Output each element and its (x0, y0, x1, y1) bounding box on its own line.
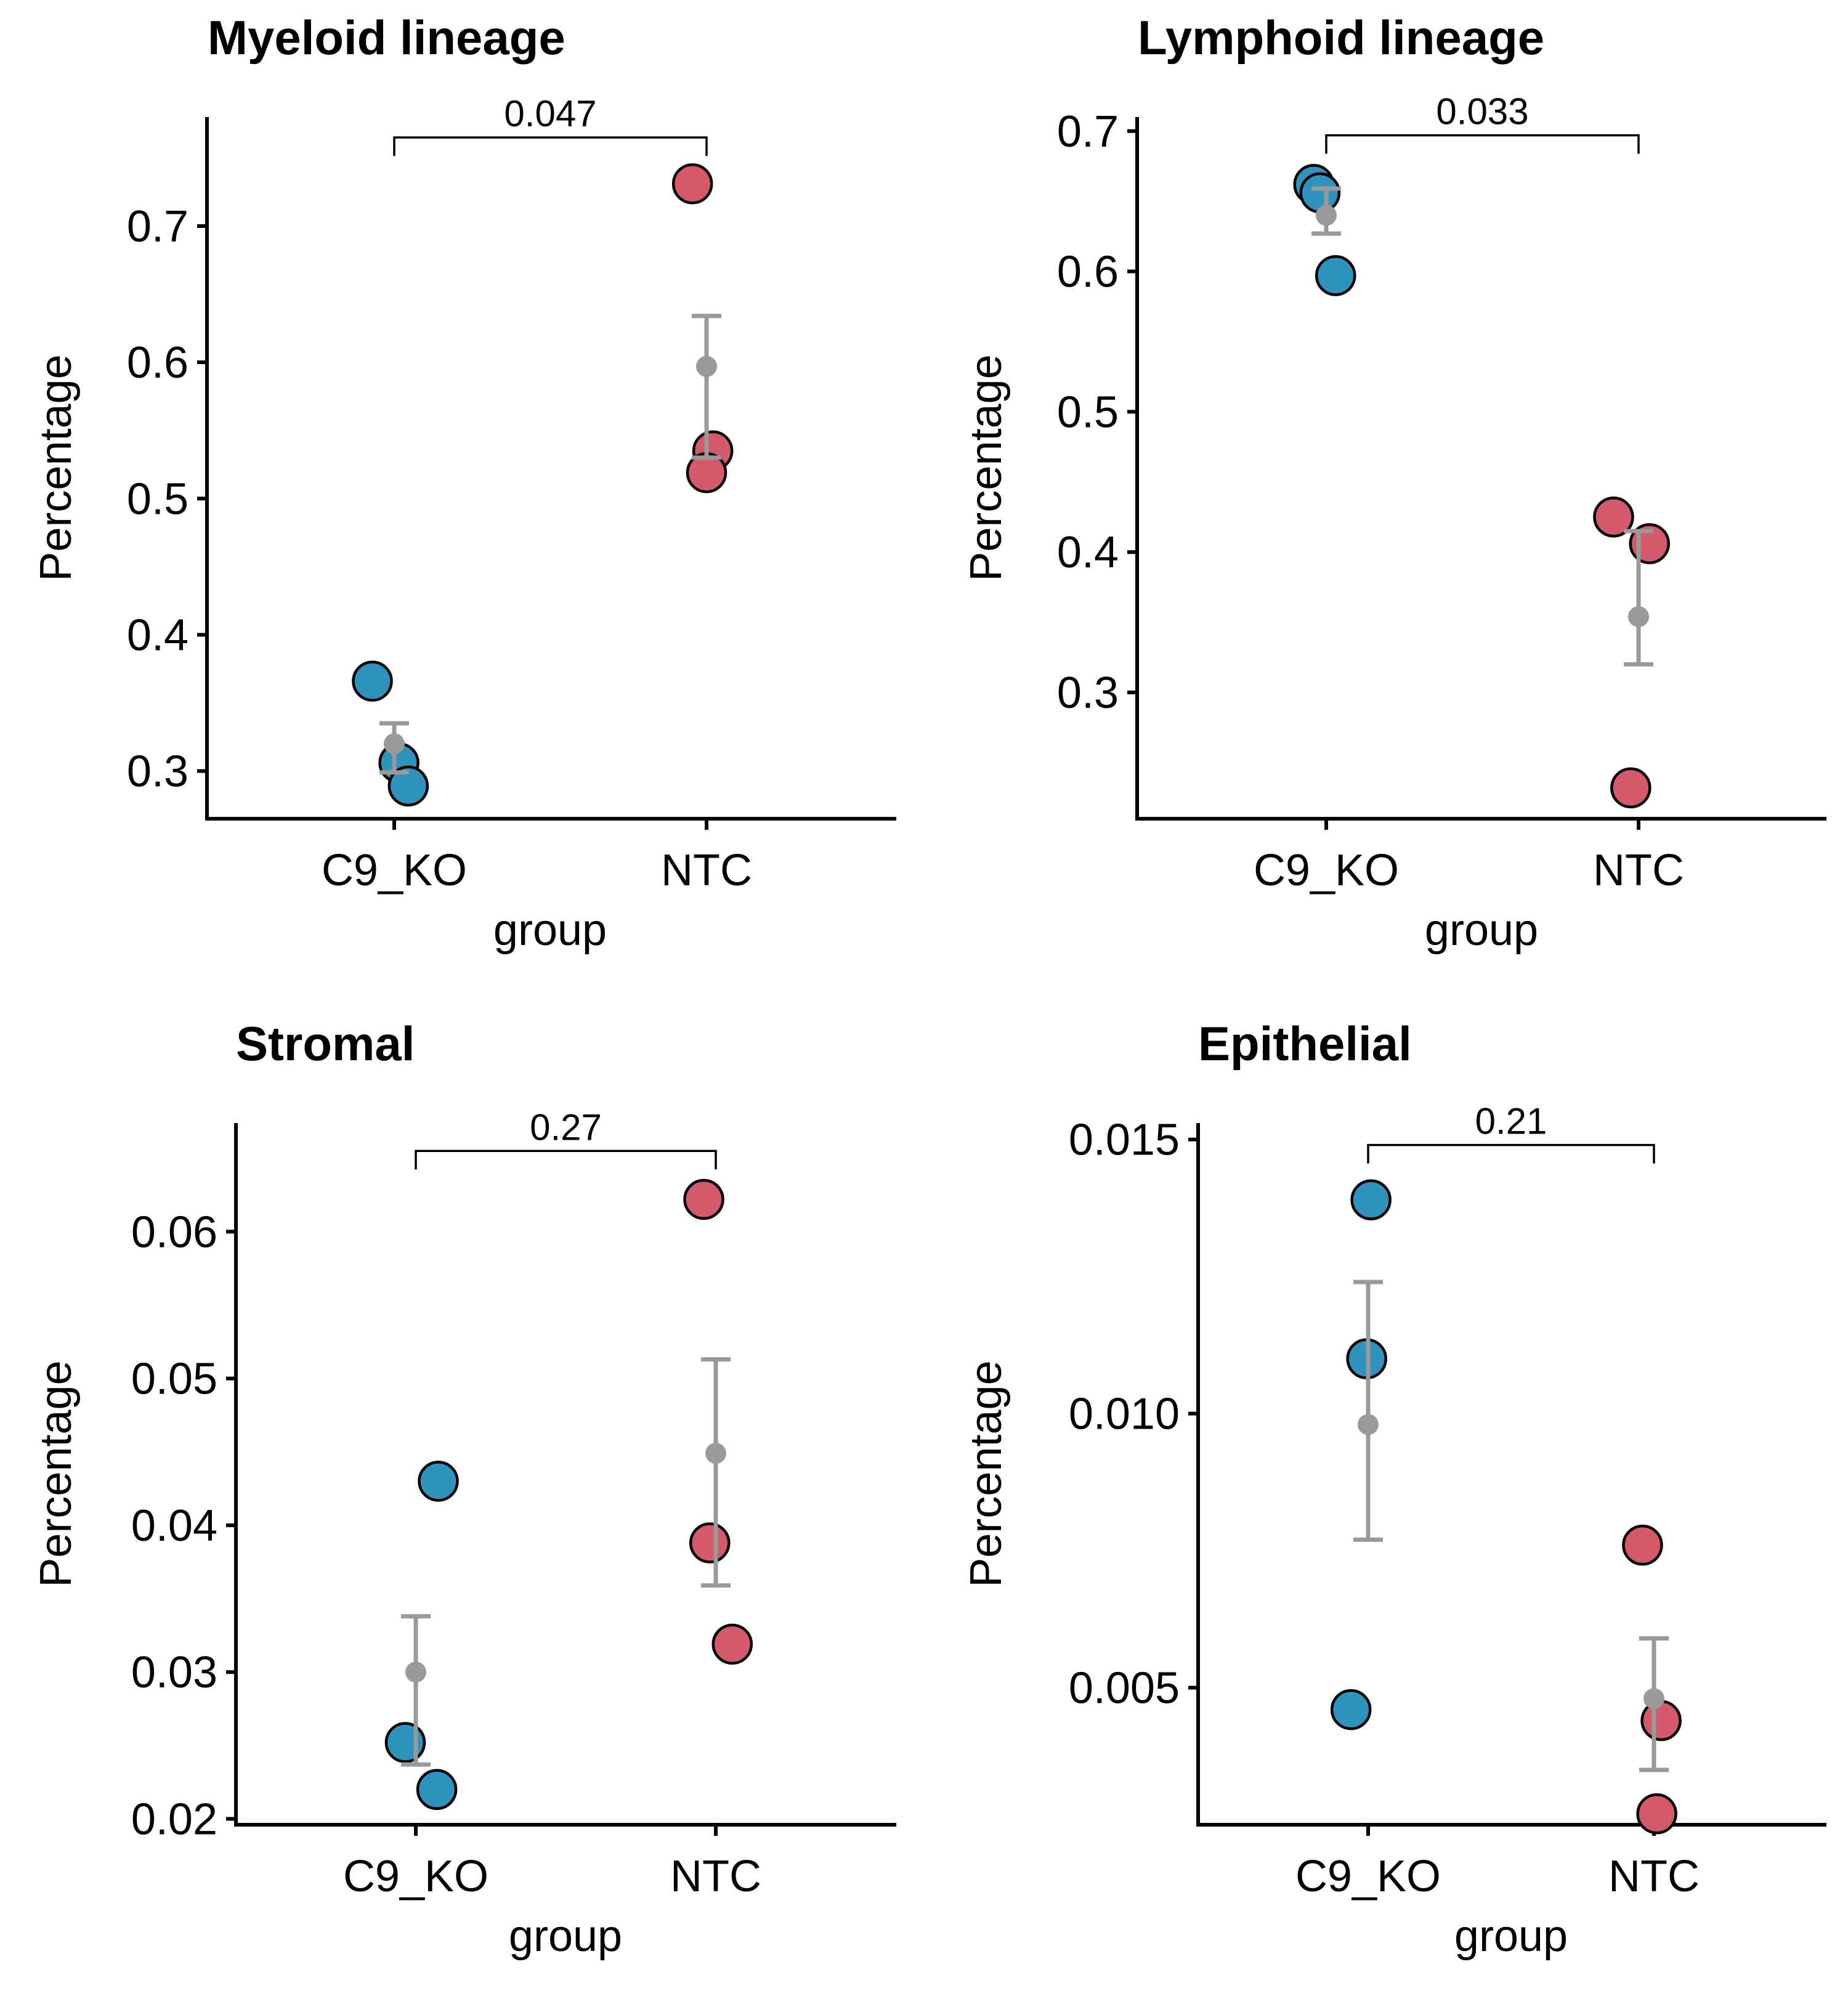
data-point-ntc (1610, 767, 1651, 809)
y-axis-title: Percentage (31, 1360, 81, 1587)
panel-lymphoid-lineage: Lymphoid lineage Percentage group 0.3 0.4… (962, 10, 1826, 955)
data-point-c9-ko (387, 765, 429, 807)
mean-point (1316, 205, 1337, 226)
y-tick-label: 0.03 (131, 1648, 217, 1697)
mean-point (405, 1661, 426, 1683)
x-tick-label: C9_KO (1254, 846, 1399, 895)
x-axis-title: group (1425, 906, 1538, 955)
y-tick-label: 0.5 (1057, 387, 1119, 437)
significance-bracket (1367, 1143, 1655, 1164)
y-tick-label: 0.015 (1069, 1116, 1180, 1165)
x-axis-title: group (1454, 1912, 1568, 1961)
x-axis-title: group (493, 906, 607, 955)
data-point-ntc (671, 163, 713, 205)
data-point-ntc (1636, 1793, 1677, 1835)
panel-title: Stromal (236, 1016, 415, 1071)
panel-title: Myeloid lineage (208, 10, 565, 65)
significance-bracket (1325, 134, 1640, 154)
panel-title: Epithelial (1198, 1016, 1412, 1071)
x-axis-title: group (509, 1912, 622, 1961)
data-point-c9-ko (384, 1722, 426, 1763)
mean-point (1628, 606, 1649, 627)
mean-point (384, 733, 405, 755)
x-tick-label: NTC (670, 1852, 761, 1901)
data-point-ntc (711, 1623, 753, 1665)
y-tick-label: 0.6 (1057, 248, 1119, 297)
data-point-ntc (689, 1522, 731, 1564)
panel-title: Lymphoid lineage (1138, 10, 1544, 65)
y-tick-label: 0.3 (127, 747, 188, 797)
p-value-label: 0.27 (530, 1106, 602, 1148)
data-point-ntc (683, 1179, 724, 1220)
p-value-label: 0.047 (504, 93, 596, 134)
y-tick-label: 0.06 (131, 1207, 217, 1257)
data-point-c9-ko (416, 1769, 458, 1811)
mean-point (1643, 1688, 1664, 1710)
data-point-c9-ko (1330, 1689, 1372, 1730)
y-tick-label: 0.04 (131, 1501, 217, 1551)
y-axis-title: Percentage (962, 1360, 1011, 1587)
p-value-label: 0.033 (1436, 91, 1528, 132)
x-tick-label: C9_KO (322, 846, 467, 895)
data-point-c9-ko (1299, 172, 1341, 214)
significance-bracket (393, 136, 708, 156)
mean-point (696, 355, 717, 377)
data-point-c9-ko (1350, 1179, 1392, 1220)
data-point-c9-ko (418, 1461, 459, 1502)
y-tick-label: 0.02 (131, 1795, 217, 1844)
mean-point (705, 1443, 726, 1464)
panel-epithelial: Epithelial Percentage group 0.005 0.010 0.… (962, 1016, 1826, 1961)
y-tick-label: 0.4 (1057, 528, 1119, 577)
y-axis-title: Percentage (962, 354, 1011, 581)
y-tick-label: 0.6 (127, 338, 188, 387)
x-tick-label: C9_KO (343, 1852, 488, 1901)
data-point-ntc (1622, 1524, 1663, 1566)
p-value-label: 0.21 (1475, 1101, 1547, 1142)
data-point-ntc (1640, 1700, 1682, 1742)
y-tick-label: 0.05 (131, 1355, 217, 1404)
data-point-c9-ko (1315, 255, 1356, 296)
y-axis-title: Percentage (31, 354, 81, 581)
x-tick-label: NTC (1608, 1852, 1700, 1901)
y-tick-label: 0.4 (127, 611, 188, 660)
y-tick-label: 0.7 (127, 202, 188, 251)
mean-point (1358, 1414, 1379, 1435)
x-tick-label: NTC (1593, 846, 1684, 895)
x-tick-label: NTC (661, 846, 752, 895)
y-tick-label: 0.3 (1057, 668, 1119, 718)
x-tick-label: C9_KO (1295, 1852, 1441, 1901)
data-point-ntc (1593, 496, 1634, 538)
y-tick-label: 0.7 (1057, 107, 1119, 156)
significance-bracket (415, 1150, 717, 1170)
data-point-c9-ko (352, 660, 393, 702)
panel-stromal: Stromal Percentage group 0.02 0.03 0.04 0.0… (31, 1016, 896, 1961)
y-tick-label: 0.010 (1069, 1390, 1180, 1439)
y-tick-label: 0.5 (127, 474, 188, 524)
panel-myeloid-lineage: Myeloid lineage Percentage group 0.3 0.4 0… (31, 10, 896, 955)
y-tick-label: 0.005 (1069, 1664, 1180, 1713)
